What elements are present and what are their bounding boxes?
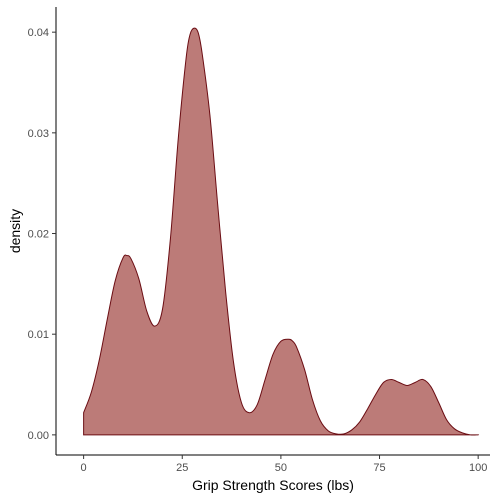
x-tick-label: 25	[176, 462, 188, 474]
x-axis-title: Grip Strength Scores (lbs)	[192, 477, 354, 493]
x-tick-label: 100	[469, 462, 487, 474]
x-tick-label: 75	[373, 462, 385, 474]
x-ticks: 0 25 50 75 100	[81, 455, 487, 474]
y-tick-label: 0.01	[28, 329, 49, 341]
y-tick-label: 0.02	[28, 229, 49, 241]
y-tick-label: 0.03	[28, 128, 49, 140]
axes	[55, 7, 490, 456]
density-area-0	[83, 28, 479, 436]
plot-area	[83, 27, 480, 436]
y-tick-label: 0.04	[28, 27, 49, 39]
y-axis-title: density	[7, 209, 23, 253]
x-tick-label: 0	[81, 462, 87, 474]
density-line-0	[83, 27, 480, 436]
x-tick-label: 50	[275, 462, 287, 474]
y-tick-label: 0.00	[28, 430, 49, 442]
y-ticks: 0.00 0.01 0.02 0.03 0.04	[28, 27, 56, 442]
